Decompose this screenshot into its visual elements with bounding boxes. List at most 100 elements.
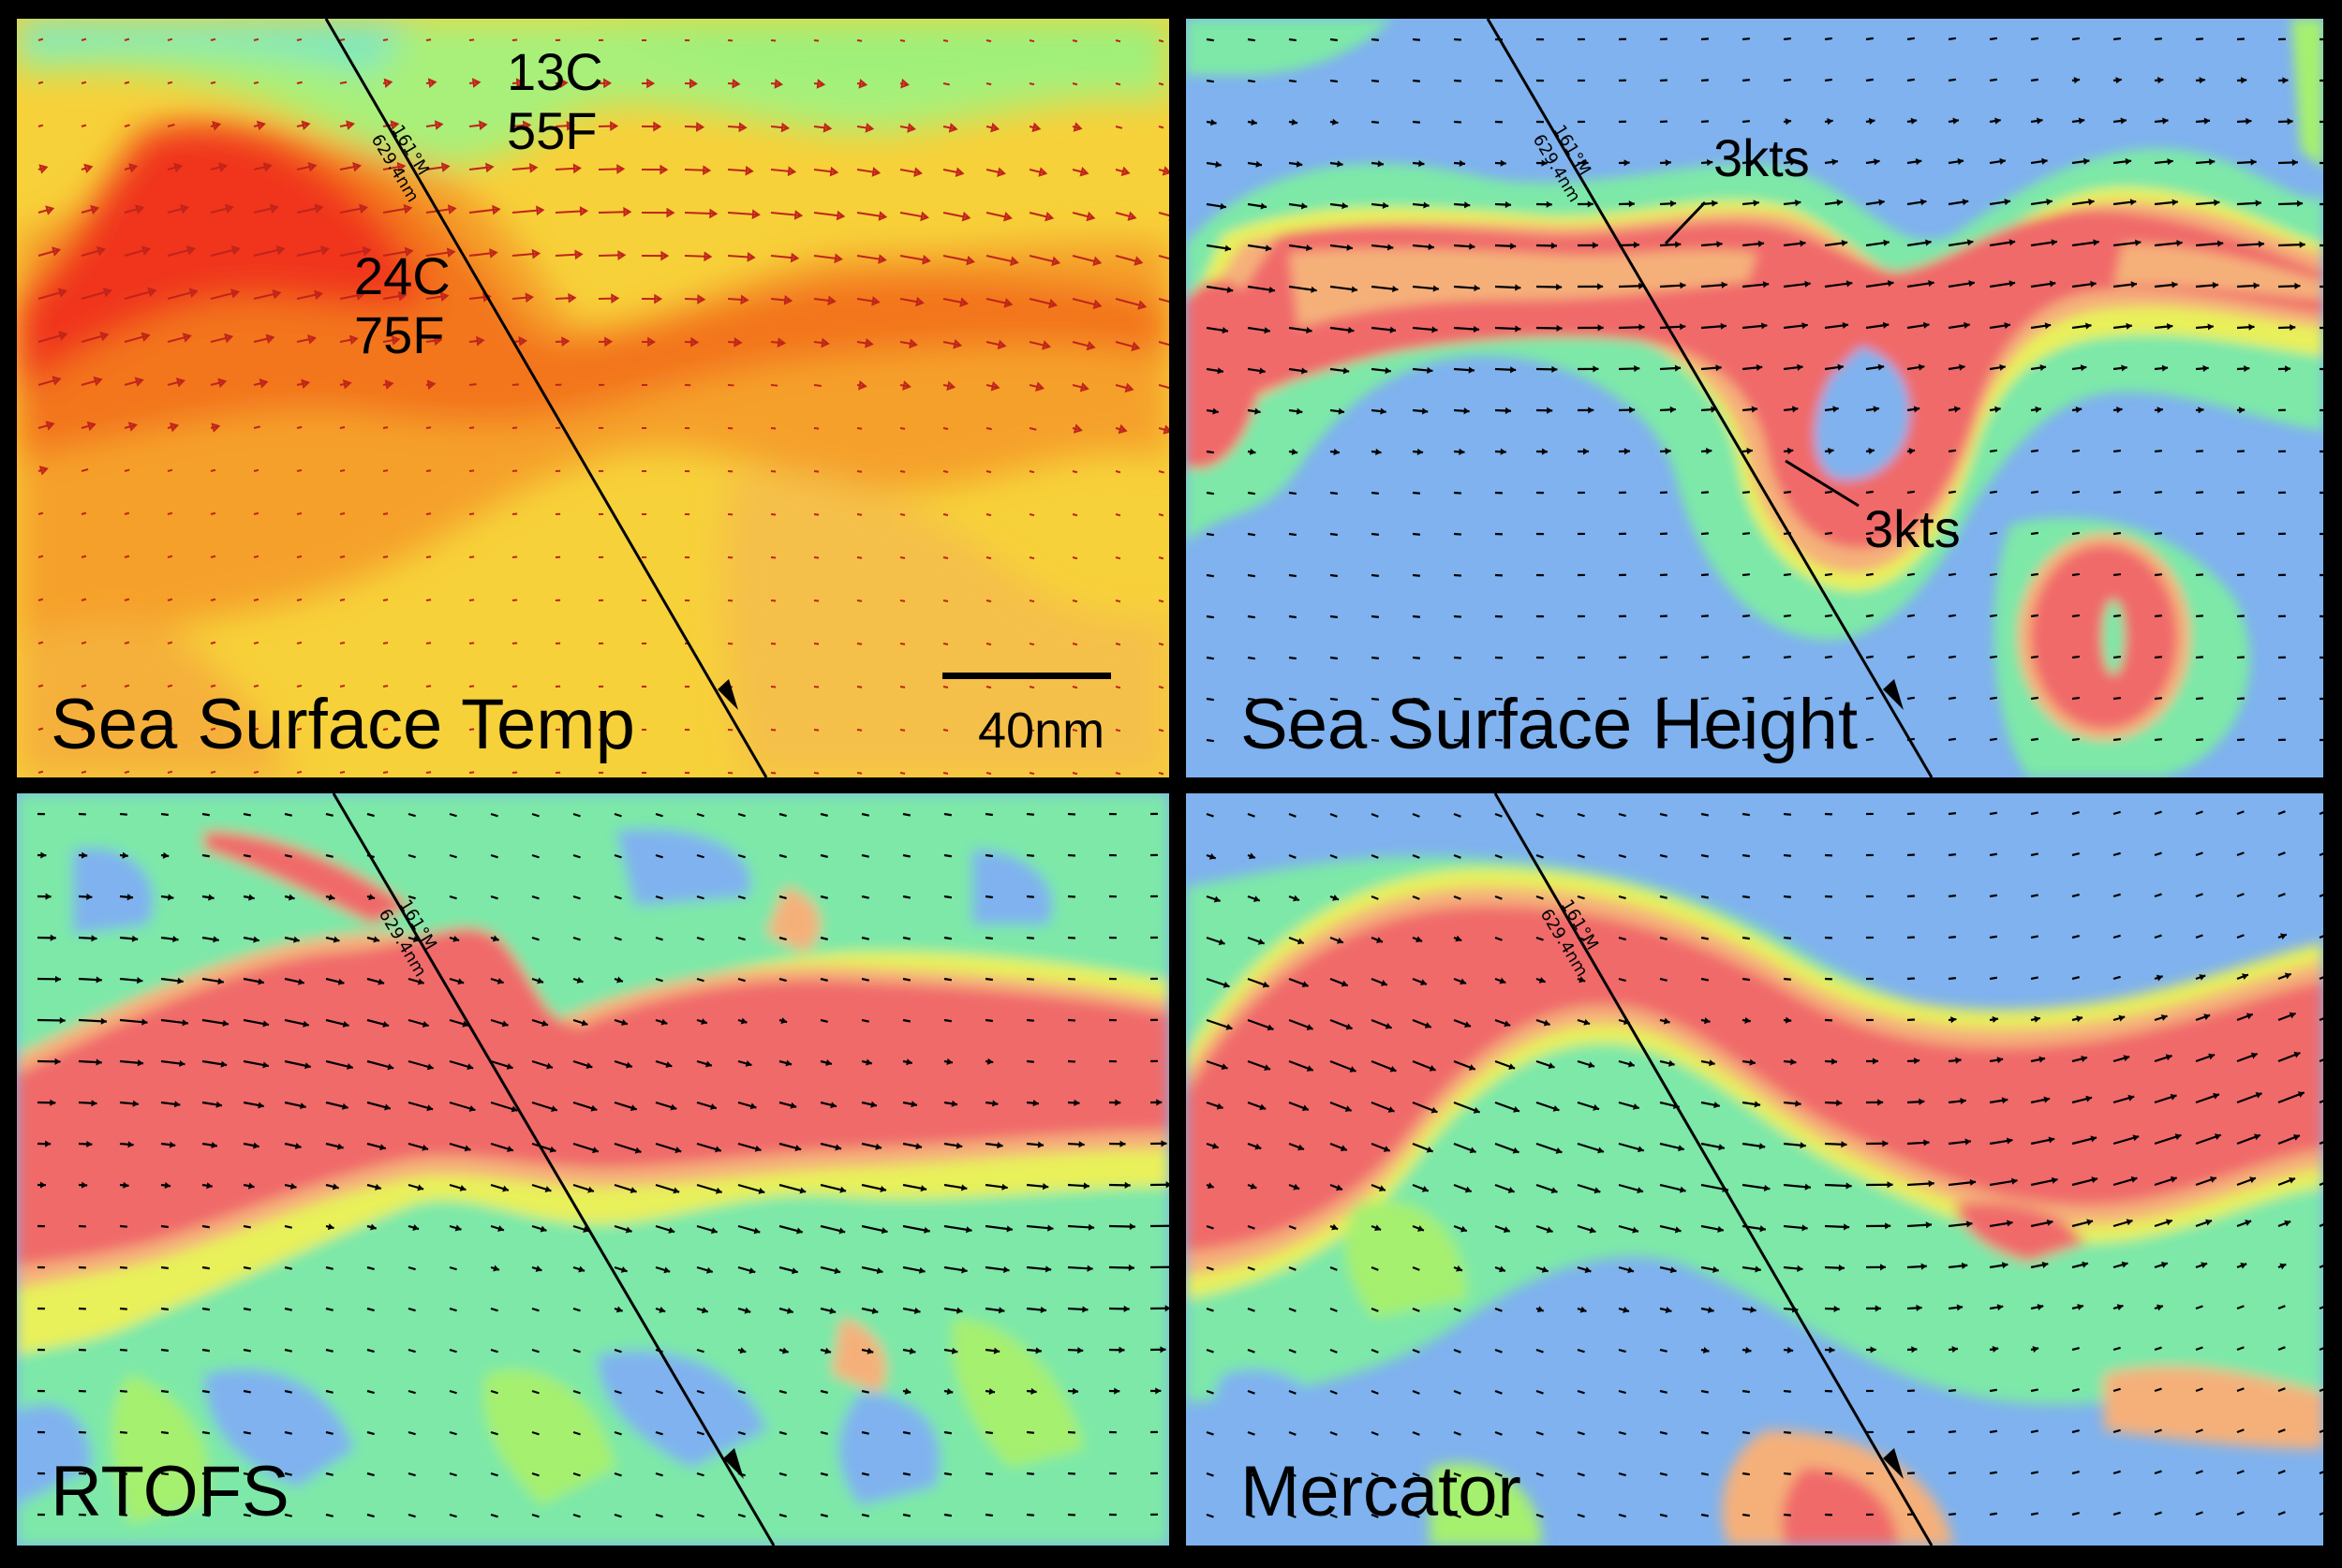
current-arrow-icon — [1994, 117, 2001, 125]
current-arrow-icon — [820, 1389, 828, 1394]
current-arrow-icon — [555, 296, 575, 300]
current-arrow-icon — [1288, 697, 1297, 702]
current-arrow-icon — [253, 81, 259, 84]
current-arrow-icon — [210, 81, 216, 84]
current-arrow-icon — [382, 426, 389, 429]
current-arrow-icon — [262, 1020, 269, 1028]
current-arrow-icon — [684, 126, 704, 128]
current-arrow-icon — [1588, 1061, 1595, 1069]
current-arrow-icon — [403, 203, 413, 214]
current-arrow-icon — [820, 1018, 828, 1023]
current-arrow-icon — [1665, 448, 1671, 455]
current-arrow-icon — [1629, 407, 1636, 414]
current-arrow-icon — [1386, 244, 1394, 251]
current-arrow-icon — [985, 977, 993, 982]
current-arrow-icon — [2162, 117, 2169, 125]
current-arrow-icon — [986, 169, 1005, 175]
current-arrow-icon — [986, 1058, 994, 1065]
current-arrow-icon — [1547, 407, 1553, 414]
current-arrow-icon — [2277, 1305, 2286, 1310]
current-arrow-icon — [314, 289, 323, 301]
current-arrow-icon — [137, 977, 143, 984]
current-arrow-icon — [2277, 1387, 2286, 1393]
current-arrow-icon — [790, 252, 800, 263]
current-arrow-icon — [1659, 853, 1668, 858]
current-arrow-icon — [1247, 1513, 1255, 1518]
current-arrow-icon — [96, 1058, 102, 1066]
current-arrow-icon — [986, 341, 1005, 348]
current-arrow-icon — [1555, 1146, 1563, 1154]
current-arrow-icon — [1742, 1389, 1750, 1394]
current-arrow-icon — [127, 422, 138, 432]
current-arrow-icon — [45, 421, 55, 431]
current-arrow-icon — [1507, 1187, 1515, 1193]
current-arrow-icon — [578, 1265, 586, 1273]
current-arrow-icon — [913, 1307, 921, 1314]
current-arrow-icon — [1953, 406, 1961, 413]
current-arrow-icon — [2201, 1262, 2208, 1269]
current-arrow-icon — [82, 851, 88, 859]
current-arrow-icon — [1432, 285, 1439, 292]
current-arrow-icon — [1211, 1142, 1219, 1149]
current-arrow-icon — [1824, 490, 1832, 495]
current-arrow-icon — [1633, 1102, 1639, 1110]
current-arrow-icon — [1638, 282, 1645, 289]
current-arrow-icon — [1961, 1262, 1968, 1269]
current-arrow-icon — [1453, 120, 1461, 124]
current-arrow-icon — [1783, 1472, 1791, 1475]
current-arrow-icon — [899, 341, 917, 347]
current-arrow-icon — [425, 338, 441, 343]
current-arrow-icon — [40, 851, 47, 859]
current-arrow-icon — [2007, 1220, 2013, 1227]
current-arrow-icon — [1700, 1430, 1709, 1435]
current-arrow-icon — [899, 599, 906, 602]
current-arrow-icon — [1078, 1141, 1085, 1148]
current-arrow-icon — [951, 1347, 958, 1354]
current-arrow-icon — [1680, 282, 1686, 289]
current-arrow-icon — [2039, 363, 2047, 372]
current-arrow-icon — [1700, 697, 1709, 701]
current-arrow-icon — [490, 895, 498, 900]
current-arrow-icon — [375, 1183, 381, 1191]
current-arrow-icon — [468, 728, 475, 731]
current-arrow-icon — [1783, 895, 1791, 898]
current-arrow-icon — [2030, 655, 2038, 659]
current-arrow-icon — [1026, 1059, 1034, 1063]
current-arrow-icon — [1382, 201, 1389, 209]
current-arrow-icon — [325, 1430, 334, 1435]
current-arrow-icon — [253, 336, 274, 343]
current-arrow-icon — [572, 1307, 581, 1312]
current-arrow-icon — [576, 977, 584, 984]
current-arrow-icon — [953, 339, 963, 349]
current-arrow-icon — [1494, 895, 1503, 900]
current-arrow-icon — [81, 468, 89, 472]
current-arrow-icon — [899, 39, 906, 42]
current-arrow-icon — [2112, 572, 2121, 577]
current-arrow-icon — [366, 812, 375, 818]
current-arrow-icon — [1548, 1062, 1555, 1070]
current-arrow-icon — [2154, 851, 2162, 857]
current-arrow-icon — [325, 1472, 334, 1476]
current-arrow-icon — [492, 935, 499, 942]
current-arrow-icon — [2236, 1387, 2245, 1393]
current-arrow-icon — [1674, 1226, 1682, 1234]
current-arrow-icon — [754, 1145, 762, 1152]
current-arrow-icon — [997, 339, 1007, 350]
ssh-map: 161°M 629.4nm — [1186, 19, 2323, 777]
current-arrow-icon — [2161, 364, 2169, 372]
current-arrow-icon — [1804, 1183, 1811, 1191]
current-arrow-icon — [1665, 1307, 1672, 1314]
current-arrow-icon — [490, 1472, 498, 1477]
current-arrow-icon — [2088, 199, 2095, 206]
current-arrow-icon — [459, 1185, 467, 1191]
current-arrow-icon — [2078, 117, 2085, 125]
current-arrow-icon — [697, 294, 706, 304]
current-arrow-icon — [1711, 406, 1717, 413]
current-arrow-icon — [1336, 937, 1343, 944]
current-arrow-icon — [160, 1430, 169, 1435]
current-arrow-icon — [777, 337, 787, 348]
current-arrow-icon — [1412, 1430, 1420, 1436]
current-arrow-icon — [1882, 321, 1890, 329]
route-arrow-icon — [718, 679, 738, 710]
current-arrow-icon — [660, 250, 670, 261]
